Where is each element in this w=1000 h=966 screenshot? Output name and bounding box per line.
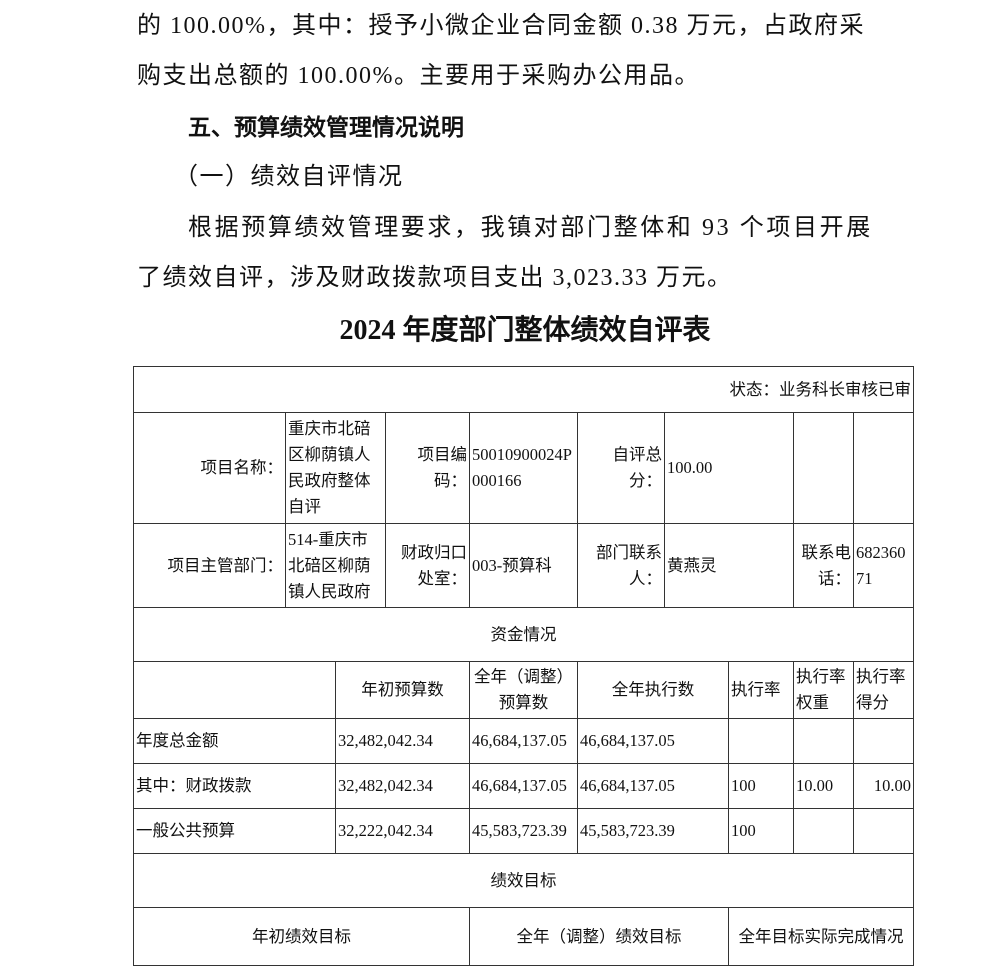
value: 黄燕灵: [667, 555, 717, 575]
table-cell-cell-value: 46,684,137.05: [469, 718, 578, 764]
table-cell-column-header: 执行率得分: [853, 661, 914, 719]
column-header: 执行率得分: [856, 667, 906, 712]
table-cell-cell-value: 100: [728, 808, 794, 854]
paragraph-line: 了绩效自评，涉及财政拨款项目支出 3,023.33 万元。: [137, 265, 733, 291]
table-cell-value: 黄燕灵: [664, 523, 794, 608]
table-cell-label: 联系电话：: [793, 523, 854, 608]
table-cell-column-header: [133, 661, 336, 719]
cell-value: 100: [731, 776, 756, 795]
table-cell-value: 514-重庆市北碚区柳荫镇人民政府: [285, 523, 386, 608]
table-cell-cell-value: 10.00: [793, 763, 854, 809]
cell-value: 46,684,137.05: [472, 776, 567, 795]
label: 项目名称：: [200, 458, 284, 477]
label: 部门联系人：: [596, 542, 662, 588]
table-cell-section-header: 绩效目标: [133, 853, 914, 908]
table-cell-cell-value: 46,684,137.05: [577, 718, 729, 764]
table-cell-label: 项目编码：: [385, 412, 470, 524]
table-cell-column-header: 全年执行数: [577, 661, 729, 719]
table-cell-cell-value: 45,583,723.39: [577, 808, 729, 854]
table-cell-cell-value: 32,222,042.34: [335, 808, 470, 854]
paragraph-line: 的 100.00%，其中：授予小微企业合同金额 0.38 万元，占政府采: [137, 13, 865, 39]
row-label: 年度总金额: [136, 731, 219, 750]
table-cell-column-header: 全年目标实际完成情况: [728, 907, 914, 966]
table-cell-column-header: 年初预算数: [335, 661, 470, 719]
section-header: 资金情况: [490, 624, 557, 644]
value: 50010900024P000166: [472, 445, 572, 490]
table-cell-cell-value: [853, 718, 914, 764]
table-cell-cell-value: 46,684,137.05: [577, 763, 729, 809]
cell-value: 100: [731, 821, 756, 840]
column-header: 全年执行数: [611, 680, 695, 699]
column-header: 年初预算数: [361, 680, 444, 699]
cell-value: 46,684,137.05: [472, 731, 567, 750]
value: 68236071: [856, 542, 906, 588]
table-cell-label: 财政归口处室：: [385, 523, 470, 608]
cell-value: 10.00: [796, 776, 834, 795]
column-header: 执行率权重: [796, 667, 846, 712]
label: 自评总分：: [612, 445, 663, 490]
table-cell-column-header: 执行率权重: [793, 661, 854, 719]
table-cell-value: 重庆市北碚区柳荫镇人民政府整体自评: [285, 412, 386, 524]
table-cell-value: 003-预算科: [469, 523, 578, 608]
table-cell-row-label: 年度总金额: [133, 718, 336, 764]
cell-value: 32,222,042.34: [338, 821, 433, 840]
label: 项目主管部门：: [167, 555, 284, 575]
column-header: 执行率: [731, 680, 781, 699]
value: 100.00: [667, 458, 713, 477]
table-title: 2024 年度部门整体绩效自评表: [339, 315, 711, 346]
section-heading: 五、预算绩效管理情况说明: [188, 115, 464, 141]
column-header: 全年（调整）绩效目标: [516, 926, 682, 946]
table-cell-label: 部门联系人：: [577, 523, 665, 608]
table-cell-status-text: 状态：业务科长审核已审: [133, 366, 914, 413]
status-text: 状态：业务科长审核已审: [729, 379, 912, 399]
table-cell-column-header: 执行率: [728, 661, 794, 719]
label: 项目编码：: [417, 445, 468, 490]
cell-value: 45,583,723.39: [580, 821, 675, 840]
table-cell-cell-value: [793, 808, 854, 854]
table-cell-value: 50010900024P000166: [469, 412, 578, 524]
table-cell-label: 项目名称：: [133, 412, 286, 524]
column-header: 全年（调整）预算数: [474, 667, 573, 712]
cell-value: 46,684,137.05: [580, 731, 675, 750]
label: 联系电话：: [801, 542, 852, 588]
table-cell-section-header: 资金情况: [133, 607, 914, 662]
table-cell-cell-value: 32,482,042.34: [335, 718, 470, 764]
table-cell-cell-value: [793, 718, 854, 764]
table-cell-cell-value: 32,482,042.34: [335, 763, 470, 809]
section-header: 绩效目标: [490, 870, 557, 890]
table-cell-value: 100.00: [664, 412, 794, 524]
cell-value: 32,482,042.34: [338, 731, 433, 750]
table-cell-cell-value: [853, 808, 914, 854]
table-cell-row-label: 其中：财政拨款: [133, 763, 336, 809]
table-cell-row-label: 一般公共预算: [133, 808, 336, 854]
column-header: 全年目标实际完成情况: [738, 926, 904, 946]
table-cell-column-header: 全年（调整）预算数: [469, 661, 578, 719]
row-label: 一般公共预算: [136, 821, 235, 840]
cell-value: 45,583,723.39: [472, 821, 567, 840]
table-cell-column-header: 年初绩效目标: [133, 907, 470, 966]
table-cell-label: 自评总分：: [577, 412, 665, 524]
subsection-heading: （一）绩效自评情况: [174, 164, 404, 190]
label: 财政归口处室：: [401, 542, 467, 588]
cell-value: 32,482,042.34: [338, 776, 433, 795]
value: 514-重庆市北碚区柳荫镇人民政府: [288, 529, 371, 601]
table-cell-empty-cell: [793, 412, 854, 524]
cell-value: 10.00: [873, 776, 911, 795]
table-cell-label: 项目主管部门：: [133, 523, 286, 608]
column-header: 年初绩效目标: [252, 926, 351, 946]
table-cell-cell-value: [728, 718, 794, 764]
value: 重庆市北碚区柳荫镇人民政府整体自评: [288, 419, 371, 516]
value: 003-预算科: [472, 555, 552, 575]
paragraph-line: 购支出总额的 100.00%。主要用于采购办公用品。: [137, 63, 700, 89]
table-cell-cell-value: 10.00: [853, 763, 914, 809]
table-cell-cell-value: 100: [728, 763, 794, 809]
table-cell-empty-cell: [853, 412, 914, 524]
table-cell-value: 68236071: [853, 523, 914, 608]
cell-value: 46,684,137.05: [580, 776, 675, 795]
table-cell-cell-value: 45,583,723.39: [469, 808, 578, 854]
paragraph-line: 根据预算绩效管理要求，我镇对部门整体和 93 个项目开展: [188, 215, 873, 241]
table-cell-cell-value: 46,684,137.05: [469, 763, 578, 809]
table-cell-column-header: 全年（调整）绩效目标: [469, 907, 729, 966]
row-label: 其中：财政拨款: [136, 776, 252, 795]
